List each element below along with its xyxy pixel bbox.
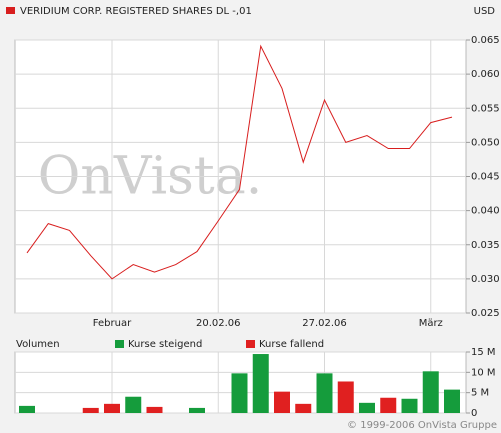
x-tick-label: 27.02.06 <box>302 318 347 329</box>
legend-label: VERIDIUM CORP. REGISTERED SHARES DL -,01 <box>20 6 252 17</box>
volume-bar <box>189 407 205 413</box>
price-line <box>26 44 453 280</box>
y-tick-label: 0.045 <box>471 172 500 183</box>
y-tick-label: 0.035 <box>471 240 500 251</box>
volume-bar <box>82 407 99 413</box>
legend-swatch <box>6 7 15 14</box>
y-tick-label: 5 M <box>471 388 489 399</box>
y-tick-label: 0 <box>471 408 477 419</box>
volume-bar <box>380 397 397 413</box>
y-tick-label: 0.050 <box>471 137 500 148</box>
volume-bar <box>252 354 269 413</box>
volume-bar <box>337 381 354 413</box>
footer: © 1999-2006 OnVista Gruppe <box>347 420 497 431</box>
volume-bar <box>231 373 248 413</box>
volume-bar <box>422 371 439 413</box>
volume-bar <box>104 403 120 413</box>
x-tick-label: 20.02.06 <box>196 318 241 329</box>
y-tick-label: 0.065 <box>471 35 500 46</box>
y-tick-label: 0.030 <box>471 274 500 285</box>
volume-bar <box>19 405 35 413</box>
volume-bar <box>125 396 142 413</box>
y-tick-label: 0.025 <box>471 308 500 319</box>
y-tick-label: 10 M <box>471 367 496 378</box>
x-tick-label: Februar <box>93 318 132 329</box>
y-tick-label: 0.040 <box>471 206 500 217</box>
legend-swatch <box>246 340 255 348</box>
volume-bar <box>274 391 290 413</box>
y-tick-label: 15 M <box>471 347 496 358</box>
volume-bar <box>295 403 312 413</box>
volume-bar <box>444 389 460 413</box>
x-tick-label: März <box>419 318 443 329</box>
legend-label: Kurse steigend <box>128 339 202 350</box>
volume-bar <box>316 373 333 413</box>
volume-bar <box>401 398 418 413</box>
y-tick-label: 0.055 <box>471 103 500 114</box>
legend-swatch <box>115 340 124 348</box>
unit: USD <box>474 6 496 17</box>
legend-label: Kurse fallend <box>259 339 324 350</box>
volume-title: Volumen <box>16 339 60 350</box>
volume-bar <box>359 402 375 413</box>
y-tick-label: 0.060 <box>471 69 500 80</box>
volume-bar <box>146 406 163 413</box>
